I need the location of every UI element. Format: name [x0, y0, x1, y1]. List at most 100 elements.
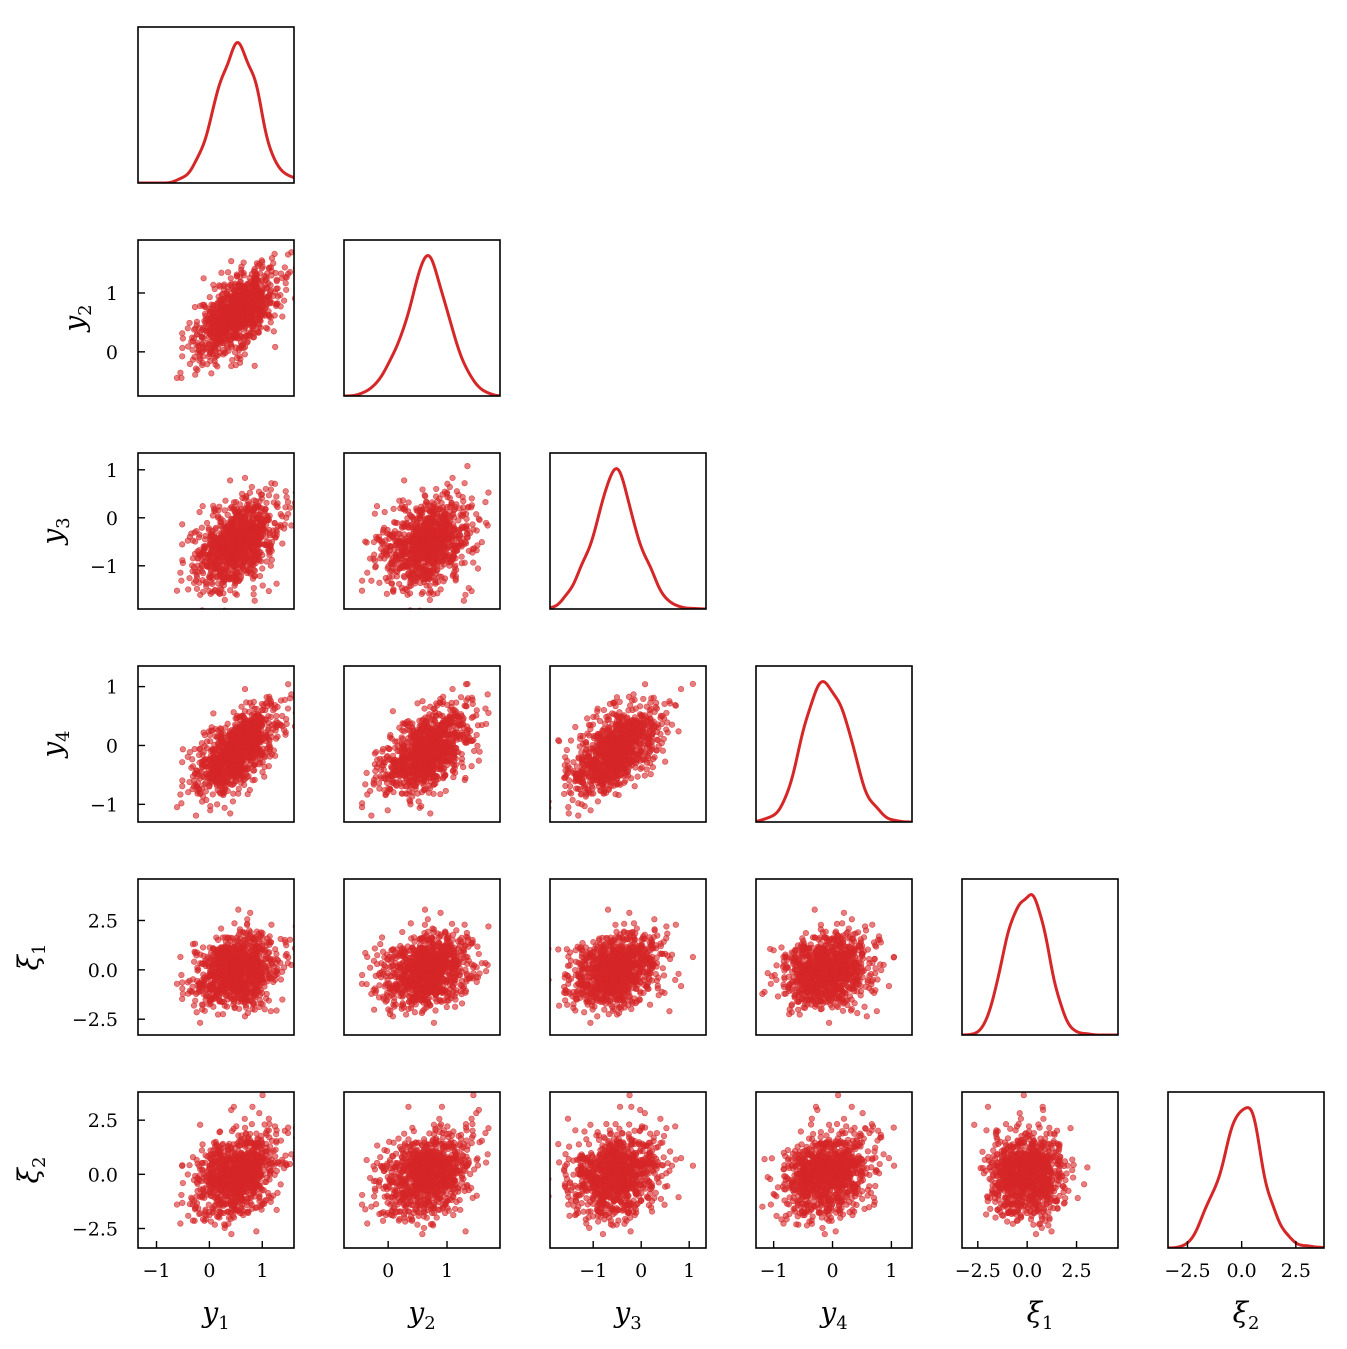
scatter-point	[206, 729, 212, 735]
scatter-point	[236, 303, 242, 309]
scatter-point	[239, 342, 245, 348]
scatter-point	[272, 344, 278, 350]
scatter-point	[459, 554, 465, 560]
scatter-point	[197, 348, 203, 354]
scatter-point	[390, 566, 396, 572]
scatter-point	[381, 767, 387, 773]
scatter-point	[430, 523, 436, 529]
scatter-point	[222, 597, 228, 603]
scatter-point	[266, 588, 272, 594]
scatter-point	[384, 790, 390, 796]
scatter-point	[401, 532, 407, 538]
scatter-point	[435, 567, 441, 573]
scatter-point	[266, 742, 272, 748]
scatter-point	[387, 544, 393, 550]
scatter-point	[256, 739, 262, 745]
scatter-point	[466, 504, 472, 510]
scatter-point	[450, 475, 456, 481]
scatter-point	[430, 774, 436, 780]
scatter-point	[245, 734, 251, 740]
scatter-point	[459, 560, 465, 566]
scatter-point	[274, 278, 280, 284]
scatter-point	[267, 299, 273, 305]
scatter-point	[225, 539, 231, 545]
scatter-point	[197, 303, 203, 309]
scatter-point	[229, 762, 235, 768]
scatter-point	[223, 498, 229, 504]
scatter-point	[453, 567, 459, 573]
scatter-point	[452, 750, 458, 756]
scatter-point	[229, 571, 235, 577]
scatter-point	[222, 805, 228, 811]
scatter-point	[387, 735, 393, 741]
scatter-point	[408, 580, 414, 586]
scatter-point	[469, 496, 475, 502]
scatter-point	[379, 539, 385, 545]
scatter-point	[466, 585, 472, 591]
scatter-point	[274, 494, 280, 500]
scatter-point	[244, 748, 250, 754]
scatter-point	[187, 779, 193, 785]
scatter-point	[194, 586, 200, 592]
scatter-point	[456, 492, 462, 498]
scatter-point	[247, 700, 253, 706]
panel-frame	[138, 27, 294, 183]
points-y3-vs-y1	[174, 463, 301, 613]
scatter-point	[213, 565, 219, 571]
scatter-point	[475, 722, 481, 728]
scatter-point	[258, 559, 264, 565]
scatter-point	[236, 735, 242, 741]
scatter-point	[256, 541, 262, 547]
scatter-point	[401, 478, 407, 484]
scatter-point	[179, 331, 185, 337]
scatter-point	[234, 517, 240, 523]
scatter-point	[197, 746, 203, 752]
scatter-point	[283, 287, 289, 293]
scatter-point	[185, 538, 191, 544]
scatter-point	[198, 553, 204, 559]
scatter-point	[422, 523, 428, 529]
scatter-point	[263, 522, 269, 528]
scatter-point	[445, 494, 451, 500]
scatter-point	[272, 251, 278, 257]
scatter-point	[464, 698, 470, 704]
scatter-point	[440, 535, 446, 541]
scatter-point	[257, 295, 263, 301]
scatter-point	[201, 730, 207, 736]
scatter-point	[199, 341, 205, 347]
scatter-point	[421, 787, 427, 793]
scatter-point	[283, 280, 289, 286]
scatter-point	[191, 784, 197, 790]
scatter-point	[451, 774, 457, 780]
scatter-point	[258, 279, 264, 285]
scatter-point	[428, 587, 434, 593]
scatter-point	[372, 511, 378, 517]
scatter-point	[266, 539, 272, 545]
scatter-point	[416, 556, 422, 562]
scatter-point	[381, 756, 387, 762]
scatter-point	[273, 270, 279, 276]
scatter-point	[287, 696, 293, 702]
scatter-point	[470, 701, 476, 707]
scatter-point	[178, 570, 184, 576]
scatter-point	[233, 310, 239, 316]
scatter-point	[373, 563, 379, 569]
scatter-point	[237, 353, 243, 359]
scatter-point	[245, 537, 251, 543]
scatter-point	[245, 523, 251, 529]
scatter-point	[257, 720, 263, 726]
scatter-point	[230, 799, 236, 805]
scatter-point	[419, 591, 425, 597]
scatter-point	[252, 363, 258, 369]
y-tick-label: 1	[106, 283, 118, 305]
scatter-point	[392, 739, 398, 745]
scatter-point	[432, 577, 438, 583]
scatter-point	[404, 541, 410, 547]
scatter-point	[407, 789, 413, 795]
scatter-point	[221, 590, 227, 596]
scatter-point	[185, 326, 191, 332]
scatter-point	[475, 743, 481, 749]
scatter-point	[180, 778, 186, 784]
scatter-point	[229, 517, 235, 523]
scatter-point	[214, 802, 220, 808]
